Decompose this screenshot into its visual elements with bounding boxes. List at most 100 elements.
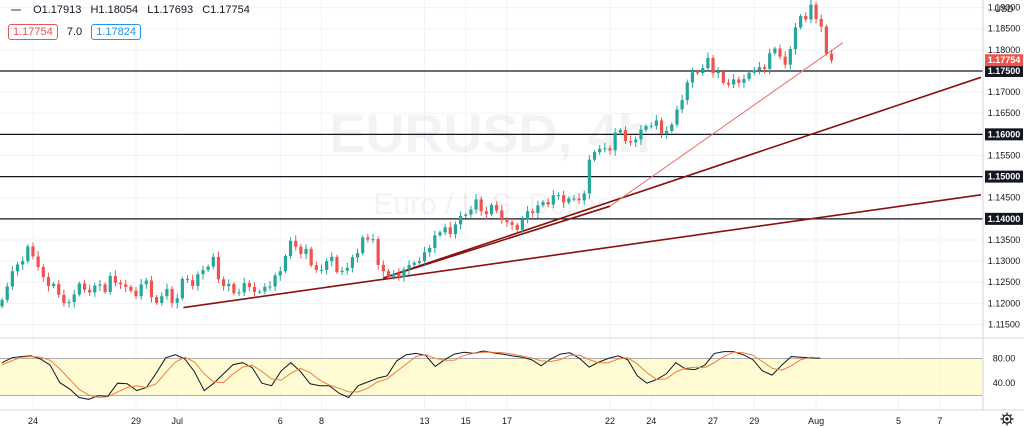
price-axis[interactable]: 1.19000 1.18500 1.18000 1.17500 1.17000 1.165… bbox=[985, 3, 1023, 330]
candle bbox=[355, 248, 360, 263]
price-tick-label: 1.12500 bbox=[988, 277, 1021, 287]
ask-price[interactable]: 1.17824 bbox=[91, 24, 141, 40]
price-tick-label: 1.14500 bbox=[988, 193, 1021, 203]
candle bbox=[139, 278, 143, 300]
candle bbox=[10, 265, 14, 291]
stochastic-tick-label: 40.00 bbox=[993, 378, 1016, 388]
price-tick-label: 1.13000 bbox=[988, 256, 1021, 266]
stochastic-axis[interactable]: 80.00 40.00 bbox=[993, 353, 1016, 388]
candle bbox=[639, 125, 643, 145]
stochastic-lines bbox=[1, 350, 821, 400]
candle bbox=[422, 246, 427, 265]
candle bbox=[685, 79, 689, 105]
collapse-icon[interactable] bbox=[8, 5, 24, 15]
candle bbox=[551, 189, 555, 209]
candle bbox=[299, 243, 303, 259]
candle bbox=[804, 12, 808, 23]
spread-value: 7.0 bbox=[66, 26, 83, 38]
candle bbox=[469, 205, 473, 218]
candle bbox=[799, 14, 803, 30]
candle bbox=[443, 223, 447, 236]
candle bbox=[438, 230, 442, 238]
candle bbox=[88, 284, 92, 297]
candle bbox=[732, 74, 736, 89]
candle bbox=[608, 145, 612, 155]
candle bbox=[15, 261, 20, 276]
candle bbox=[706, 52, 710, 72]
candle bbox=[572, 194, 576, 202]
candle bbox=[185, 275, 190, 283]
level-label-box bbox=[985, 128, 1023, 141]
candle bbox=[433, 230, 437, 254]
candle bbox=[495, 201, 499, 214]
candle bbox=[345, 262, 349, 275]
candle bbox=[273, 272, 277, 292]
current-price-box bbox=[985, 54, 1023, 67]
candle bbox=[623, 126, 628, 144]
candle bbox=[453, 221, 458, 239]
candle bbox=[587, 155, 591, 199]
candle bbox=[701, 64, 705, 76]
candle bbox=[768, 48, 772, 75]
trendline[interactable] bbox=[183, 193, 982, 309]
level-label: 1.14000 bbox=[988, 214, 1021, 224]
candle bbox=[165, 283, 169, 300]
candle bbox=[247, 280, 251, 292]
candle bbox=[448, 221, 452, 238]
candle bbox=[149, 275, 154, 303]
price-tick-label: 1.16500 bbox=[988, 108, 1021, 118]
candle bbox=[82, 279, 87, 293]
candle bbox=[603, 142, 607, 153]
candle bbox=[196, 271, 200, 291]
candle bbox=[335, 254, 339, 275]
price-tick-label: 1.13500 bbox=[988, 235, 1021, 245]
time-tick-label: 15 bbox=[461, 416, 471, 426]
candle bbox=[592, 150, 597, 162]
candle bbox=[325, 258, 329, 275]
candle bbox=[824, 24, 828, 56]
trendline[interactable] bbox=[383, 76, 982, 279]
ohlc-header: O1.17913 H1.18054 L1.17693 C1.17754 bbox=[8, 4, 256, 16]
time-tick-label: Aug bbox=[808, 416, 824, 426]
candle bbox=[793, 22, 798, 55]
candle bbox=[0, 297, 4, 309]
candle bbox=[737, 76, 741, 88]
candle bbox=[103, 282, 107, 294]
candle bbox=[252, 282, 257, 298]
gear-icon[interactable] bbox=[1000, 412, 1014, 426]
candle bbox=[67, 299, 71, 308]
trendline[interactable] bbox=[609, 42, 844, 207]
candle bbox=[412, 260, 416, 267]
time-axis[interactable]: 24 29 Jul 6 8 13 15 17 22 24 27 29 Aug 5 7 bbox=[28, 416, 942, 426]
candle bbox=[278, 266, 282, 281]
candle bbox=[170, 286, 174, 308]
candle bbox=[747, 70, 751, 82]
horizontal-levels bbox=[0, 70, 983, 220]
candle bbox=[227, 279, 231, 292]
candle bbox=[680, 94, 684, 114]
candle bbox=[62, 289, 66, 307]
candle bbox=[57, 280, 61, 298]
candle bbox=[613, 128, 617, 156]
candle bbox=[175, 293, 179, 309]
candle bbox=[649, 122, 653, 129]
level-label: 1.16000 bbox=[988, 129, 1021, 139]
candles bbox=[0, 0, 834, 309]
candle bbox=[36, 251, 40, 271]
candle bbox=[72, 289, 76, 308]
candle bbox=[26, 244, 30, 264]
candle bbox=[21, 256, 25, 270]
trendline[interactable] bbox=[383, 205, 611, 279]
candle bbox=[634, 136, 638, 147]
candle bbox=[541, 199, 545, 208]
candle bbox=[407, 260, 411, 275]
candle bbox=[283, 254, 288, 274]
candle bbox=[263, 283, 267, 295]
candle bbox=[113, 270, 118, 287]
candle bbox=[31, 242, 35, 260]
time-tick-label: 29 bbox=[749, 416, 759, 426]
candle bbox=[695, 70, 700, 76]
candle bbox=[489, 202, 494, 217]
bid-price[interactable]: 1.17754 bbox=[8, 24, 58, 40]
